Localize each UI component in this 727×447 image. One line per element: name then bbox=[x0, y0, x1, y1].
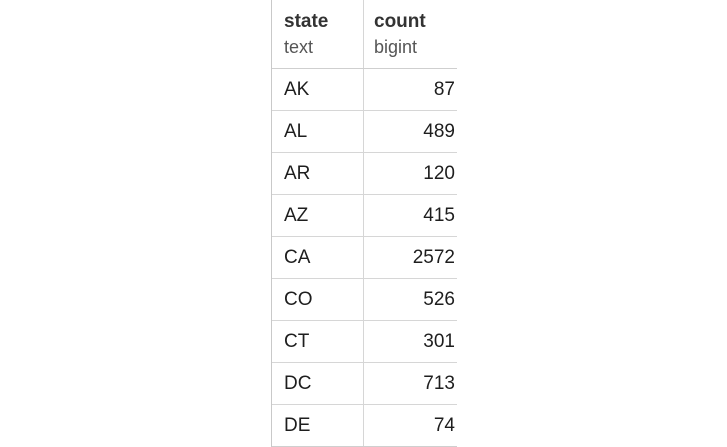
table-row[interactable]: AZ 415 bbox=[272, 195, 457, 237]
cell-state[interactable]: DC bbox=[272, 363, 364, 404]
cell-count[interactable]: 120 bbox=[423, 163, 455, 184]
cell-count[interactable]: 526 bbox=[423, 289, 455, 310]
column-name: count bbox=[374, 11, 426, 32]
cell-count[interactable]: 301 bbox=[423, 331, 455, 352]
column-name: state bbox=[284, 11, 329, 32]
table-row[interactable]: CA 2572 bbox=[272, 237, 457, 279]
table-row[interactable]: CT 301 bbox=[272, 321, 457, 363]
table-row[interactable]: DC 713 bbox=[272, 363, 457, 405]
cell-count[interactable]: 415 bbox=[423, 205, 455, 226]
cell-count[interactable]: 74 bbox=[433, 415, 455, 436]
column-header-count[interactable]: count bigint bbox=[364, 0, 457, 68]
cell-state[interactable]: CA bbox=[272, 237, 364, 278]
cell-count[interactable]: 2572 bbox=[412, 247, 455, 268]
cell-count[interactable]: 489 bbox=[423, 121, 455, 142]
grid-header-row: state text count bigint bbox=[272, 0, 457, 69]
table-row[interactable]: CO 526 bbox=[272, 279, 457, 321]
cell-state[interactable]: CT bbox=[272, 321, 364, 362]
cell-state[interactable]: AR bbox=[272, 153, 364, 194]
results-grid: state text count bigint AK 87 AL 489 AR … bbox=[271, 0, 457, 447]
cell-count[interactable]: 87 bbox=[433, 79, 455, 100]
cell-state[interactable]: AZ bbox=[272, 195, 364, 236]
cell-state[interactable]: DE bbox=[272, 405, 364, 446]
table-row[interactable]: AR 120 bbox=[272, 153, 457, 195]
column-header-state[interactable]: state text bbox=[272, 0, 364, 68]
cell-state[interactable]: AL bbox=[272, 111, 364, 152]
table-row[interactable]: AL 489 bbox=[272, 111, 457, 153]
column-type: bigint bbox=[374, 37, 418, 57]
cell-state[interactable]: AK bbox=[272, 69, 364, 110]
cell-count[interactable]: 713 bbox=[423, 373, 455, 394]
table-row[interactable]: AK 87 bbox=[272, 69, 457, 111]
column-type: text bbox=[284, 37, 314, 57]
cell-state[interactable]: CO bbox=[272, 279, 364, 320]
table-row[interactable]: DE 74 bbox=[272, 405, 457, 447]
